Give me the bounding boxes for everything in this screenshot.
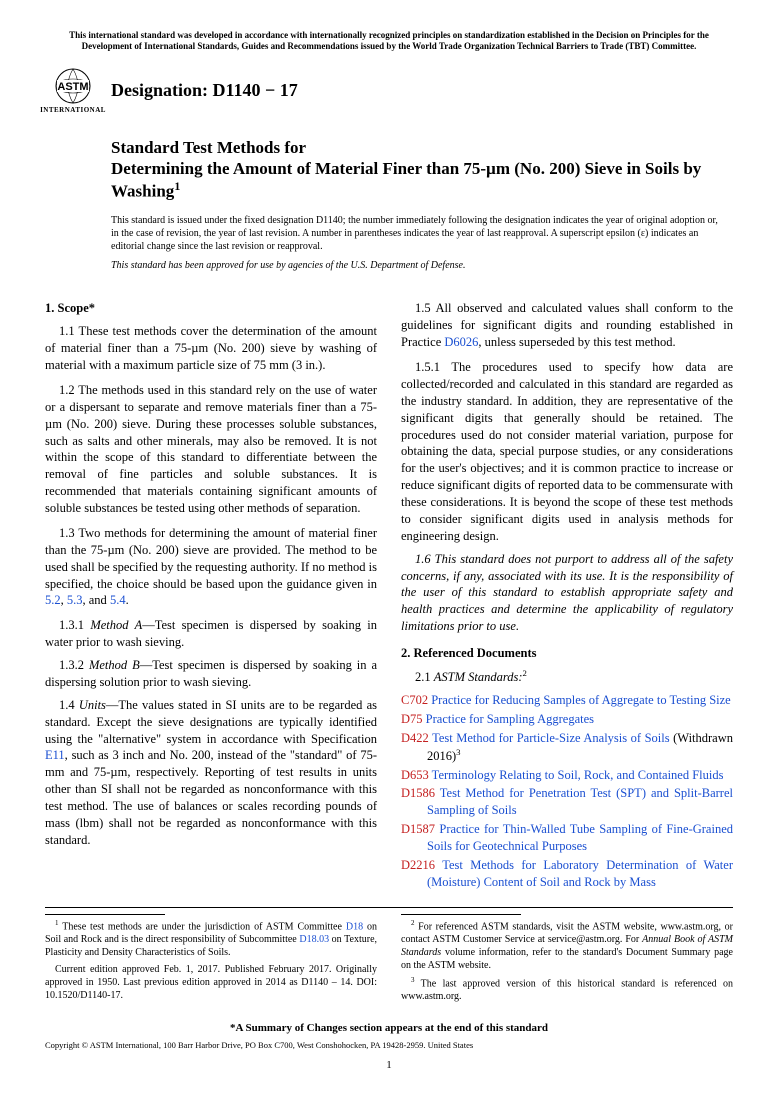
ref-item: D1586 Test Method for Penetration Test (… — [401, 785, 733, 819]
fn2b: volume information, refer to the standar… — [401, 947, 733, 971]
ref-title[interactable]: Terminology Relating to Soil, Rock, and … — [429, 768, 724, 782]
title-line2: Determining the Amount of Material Finer… — [111, 158, 733, 202]
title-text: Determining the Amount of Material Finer… — [111, 159, 701, 201]
ref-code[interactable]: D2216 — [401, 858, 435, 872]
ref-item: D653 Terminology Relating to Soil, Rock,… — [401, 767, 733, 784]
ref-item: D2216 Test Methods for Laboratory Determ… — [401, 857, 733, 891]
fn3-text: The last approved version of this histor… — [401, 978, 733, 1002]
issue-note: This standard is issued under the fixed … — [111, 214, 723, 253]
p14-lead: 1.4 Units—The values stated in SI units … — [45, 698, 377, 746]
ref-heading: 2. Referenced Documents — [401, 645, 733, 662]
p15-tail: , unless superseded by this test method. — [478, 335, 675, 349]
ref-item: D1587 Practice for Thin-Walled Tube Samp… — [401, 821, 733, 855]
refs-list: C702 Practice for Reducing Samples of Ag… — [401, 692, 733, 891]
link-5-4[interactable]: 5.4 — [110, 593, 126, 607]
ref-code[interactable]: D1587 — [401, 822, 435, 836]
ref-code[interactable]: D422 — [401, 731, 429, 745]
ref-title[interactable]: Test Method for Particle-Size Analysis o… — [429, 731, 670, 745]
ref-code[interactable]: C702 — [401, 693, 428, 707]
ref-title[interactable]: Test Method for Penetration Test (SPT) a… — [427, 786, 733, 817]
title-line1: Standard Test Methods for — [111, 137, 733, 158]
footnote-1: 1 These test methods are under the juris… — [45, 919, 377, 959]
ref-code[interactable]: D1586 — [401, 786, 435, 800]
dod-note: This standard has been approved for use … — [111, 259, 733, 273]
footnote-block: 1 These test methods are under the juris… — [45, 907, 733, 1008]
para-1-5-1: 1.5.1 The procedures used to specify how… — [401, 359, 733, 545]
footnote-right: 2 For referenced ASTM standards, visit t… — [401, 914, 733, 1008]
p131-text: 1.3.1 Method A—Test specimen is disperse… — [45, 618, 377, 649]
para-1-3: 1.3 Two methods for determining the amou… — [45, 525, 377, 609]
para-1-2: 1.2 The methods used in this standard re… — [45, 382, 377, 517]
footnote-3: 3 The last approved version of this hist… — [401, 976, 733, 1003]
scope-heading: 1. Scope* — [45, 300, 377, 317]
para-1-1: 1.1 These test methods cover the determi… — [45, 323, 377, 374]
para-1-6: 1.6 This standard does not purport to ad… — [401, 551, 733, 635]
footnote-2: 2 For referenced ASTM standards, visit t… — [401, 919, 733, 972]
ref-sub-text: 2.1 ASTM Standards: — [415, 670, 523, 684]
ref-item: D422 Test Method for Particle-Size Analy… — [401, 730, 733, 765]
title-block: Standard Test Methods for Determining th… — [111, 137, 733, 202]
para-1-3-1: 1.3.1 Method A—Test specimen is disperse… — [45, 617, 377, 651]
ref-sub: 2.1 ASTM Standards:2 — [401, 668, 733, 686]
p14-tail: , such as 3 inch and No. 200, instead of… — [45, 748, 377, 846]
top-notice: This international standard was develope… — [45, 30, 733, 53]
ref-sup: 3 — [456, 747, 460, 757]
para-1-5: 1.5 All observed and calculated values s… — [401, 300, 733, 351]
link-d18-03[interactable]: D18.03 — [299, 934, 329, 945]
ref-title[interactable]: Test Methods for Laboratory Determinatio… — [427, 858, 733, 889]
p132-text: 1.3.2 Method B—Test specimen is disperse… — [45, 658, 377, 689]
svg-text:ASTM: ASTM — [57, 81, 88, 93]
ref-code[interactable]: D653 — [401, 768, 429, 782]
link-5-3[interactable]: 5.3 — [67, 593, 83, 607]
ref-title[interactable]: Practice for Sampling Aggregates — [423, 712, 594, 726]
para-1-4: 1.4 Units—The values stated in SI units … — [45, 697, 377, 849]
link-d6026[interactable]: D6026 — [444, 335, 478, 349]
fn1a: These test methods are under the jurisdi… — [62, 921, 346, 932]
link-d18[interactable]: D18 — [346, 921, 363, 932]
link-e11[interactable]: E11 — [45, 748, 65, 762]
header-row: ASTM INTERNATIONAL Designation: D1140 − … — [45, 63, 733, 119]
designation: Designation: D1140 − 17 — [111, 78, 298, 102]
right-column: 1.5 All observed and calculated values s… — [401, 290, 733, 892]
para-1-3-2: 1.3.2 Method B—Test specimen is disperse… — [45, 657, 377, 691]
ref-item: C702 Practice for Reducing Samples of Ag… — [401, 692, 733, 709]
ref-code[interactable]: D75 — [401, 712, 423, 726]
left-column: 1. Scope* 1.1 These test methods cover t… — [45, 290, 377, 892]
astm-logo: ASTM INTERNATIONAL — [45, 63, 101, 119]
page-number: 1 — [45, 1058, 733, 1073]
footnote-1b: Current edition approved Feb. 1, 2017. P… — [45, 963, 377, 1002]
logo-subtext: INTERNATIONAL — [40, 106, 106, 115]
sep3: . — [126, 593, 129, 607]
title-superscript: 1 — [174, 179, 180, 193]
footnote-left: 1 These test methods are under the juris… — [45, 914, 377, 1008]
link-5-2[interactable]: 5.2 — [45, 593, 61, 607]
sep2: , and — [83, 593, 110, 607]
ref-title[interactable]: Practice for Thin-Walled Tube Sampling o… — [427, 822, 733, 853]
ref-item: D75 Practice for Sampling Aggregates — [401, 711, 733, 728]
para-1-3-text: 1.3 Two methods for determining the amou… — [45, 526, 377, 591]
ref-title[interactable]: Practice for Reducing Samples of Aggrega… — [428, 693, 731, 707]
astm-logo-icon: ASTM — [45, 66, 101, 106]
summary-line: *A Summary of Changes section appears at… — [45, 1021, 733, 1036]
ref-sup: 2 — [523, 668, 527, 678]
copyright: Copyright © ASTM International, 100 Barr… — [45, 1040, 733, 1051]
body-columns: 1. Scope* 1.1 These test methods cover t… — [45, 290, 733, 892]
